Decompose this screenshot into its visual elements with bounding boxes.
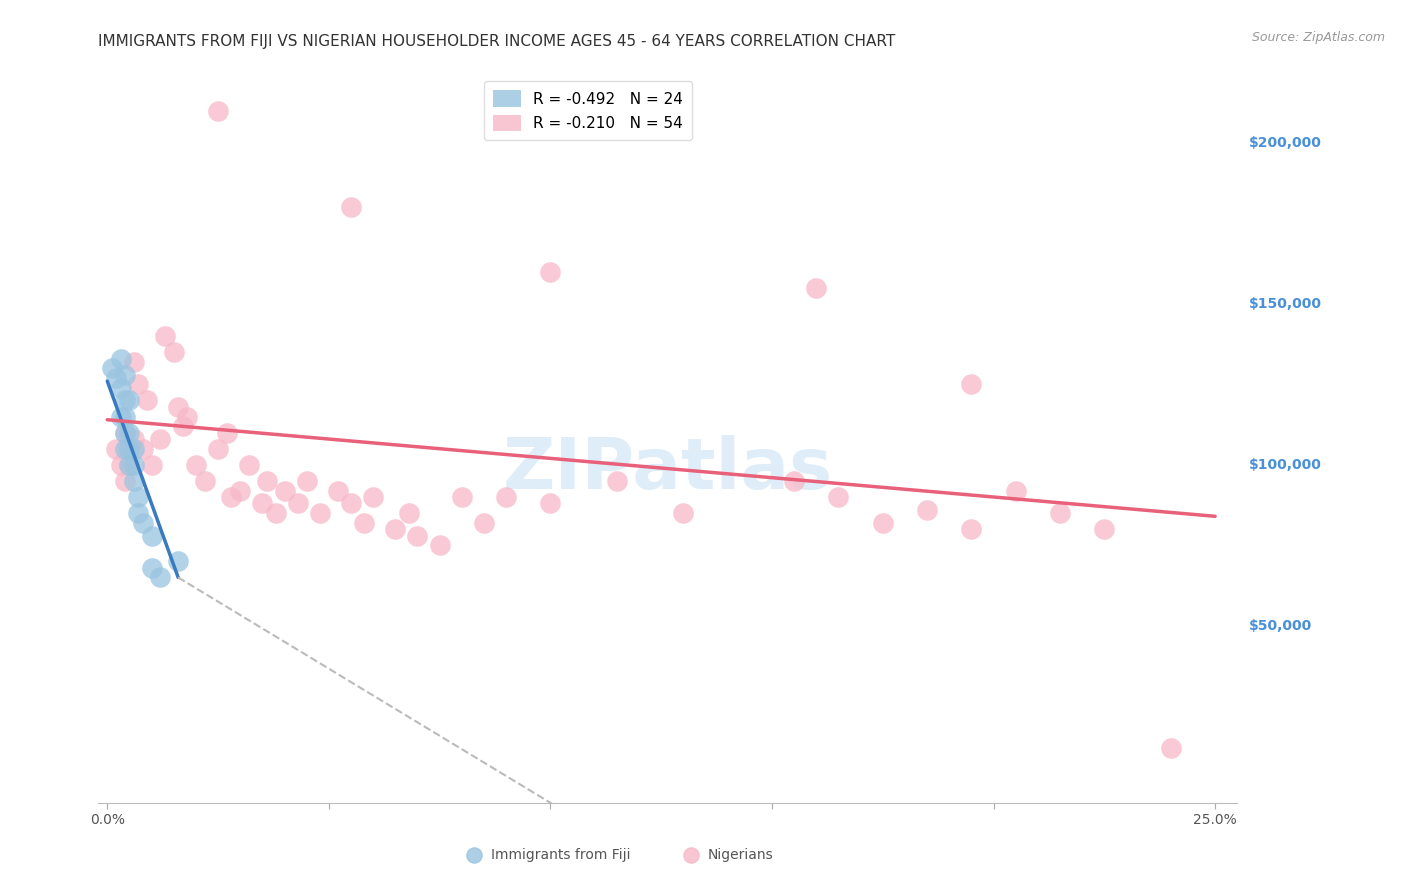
Point <box>1160 741 1182 756</box>
Point <box>238 458 260 472</box>
Point <box>118 442 141 456</box>
Point <box>287 496 309 510</box>
Point <box>167 400 190 414</box>
Point <box>122 474 145 488</box>
Point <box>273 483 295 498</box>
Point <box>221 490 243 504</box>
Text: Immigrants from Fiji: Immigrants from Fiji <box>491 847 631 862</box>
Point <box>127 377 149 392</box>
Point <box>118 458 141 472</box>
Point <box>340 496 363 510</box>
Point <box>110 409 132 424</box>
Point <box>114 442 136 456</box>
Point <box>398 506 420 520</box>
Point <box>406 528 429 542</box>
Point <box>361 490 384 504</box>
Point <box>495 490 517 504</box>
Point <box>960 522 983 536</box>
Point <box>1004 483 1026 498</box>
Text: Source: ZipAtlas.com: Source: ZipAtlas.com <box>1251 31 1385 45</box>
Point <box>256 474 278 488</box>
Point <box>252 496 274 510</box>
Point <box>326 483 349 498</box>
Point <box>110 458 132 472</box>
Text: ZIPatlas: ZIPatlas <box>503 435 832 504</box>
Point <box>105 371 128 385</box>
Point <box>167 554 190 568</box>
Point <box>264 506 287 520</box>
Point <box>118 393 141 408</box>
Point <box>132 516 155 530</box>
Point <box>163 345 186 359</box>
Point <box>215 425 238 440</box>
Point <box>229 483 252 498</box>
Point <box>184 458 207 472</box>
Point <box>384 522 406 536</box>
Point <box>127 506 149 520</box>
Point <box>100 361 122 376</box>
Point <box>127 490 149 504</box>
Point <box>114 425 136 440</box>
Point <box>118 425 141 440</box>
Point <box>114 368 136 382</box>
Point <box>114 393 136 408</box>
Point <box>672 506 695 520</box>
Point <box>149 570 172 584</box>
Point <box>136 393 159 408</box>
Point <box>429 538 451 552</box>
Point <box>309 506 332 520</box>
Legend: R = -0.492   N = 24, R = -0.210   N = 54: R = -0.492 N = 24, R = -0.210 N = 54 <box>484 81 692 140</box>
Point <box>538 496 561 510</box>
Point <box>472 516 495 530</box>
Point <box>340 200 363 214</box>
Point <box>141 458 163 472</box>
Point <box>114 409 136 424</box>
Point <box>153 329 176 343</box>
Text: IMMIGRANTS FROM FIJI VS NIGERIAN HOUSEHOLDER INCOME AGES 45 - 64 YEARS CORRELATI: IMMIGRANTS FROM FIJI VS NIGERIAN HOUSEHO… <box>98 34 896 49</box>
Point <box>606 474 628 488</box>
Text: $50,000: $50,000 <box>1249 619 1312 632</box>
Point <box>122 458 145 472</box>
Point <box>110 351 132 366</box>
Point <box>141 528 163 542</box>
Point <box>110 380 132 394</box>
Point <box>141 561 163 575</box>
Point <box>915 503 938 517</box>
Point <box>118 458 141 472</box>
Point <box>132 442 155 456</box>
Text: Nigerians: Nigerians <box>707 847 773 862</box>
Point <box>1049 506 1071 520</box>
Point <box>872 516 894 530</box>
Point <box>450 490 472 504</box>
Point <box>176 409 198 424</box>
Text: $200,000: $200,000 <box>1249 136 1322 150</box>
Point <box>960 377 983 392</box>
Point <box>1092 522 1115 536</box>
Point <box>827 490 849 504</box>
Point <box>295 474 318 488</box>
Point <box>114 474 136 488</box>
Point <box>122 432 145 446</box>
Point <box>353 516 375 530</box>
Point <box>538 265 561 279</box>
Point <box>105 442 128 456</box>
Point <box>194 474 217 488</box>
Point <box>122 442 145 456</box>
Text: $150,000: $150,000 <box>1249 297 1322 310</box>
Point <box>207 442 229 456</box>
Point <box>207 103 229 118</box>
Point <box>122 355 145 369</box>
Point <box>114 425 136 440</box>
Text: $100,000: $100,000 <box>1249 458 1322 472</box>
Point <box>172 419 194 434</box>
Point <box>783 474 806 488</box>
Point <box>806 281 828 295</box>
Point <box>149 432 172 446</box>
